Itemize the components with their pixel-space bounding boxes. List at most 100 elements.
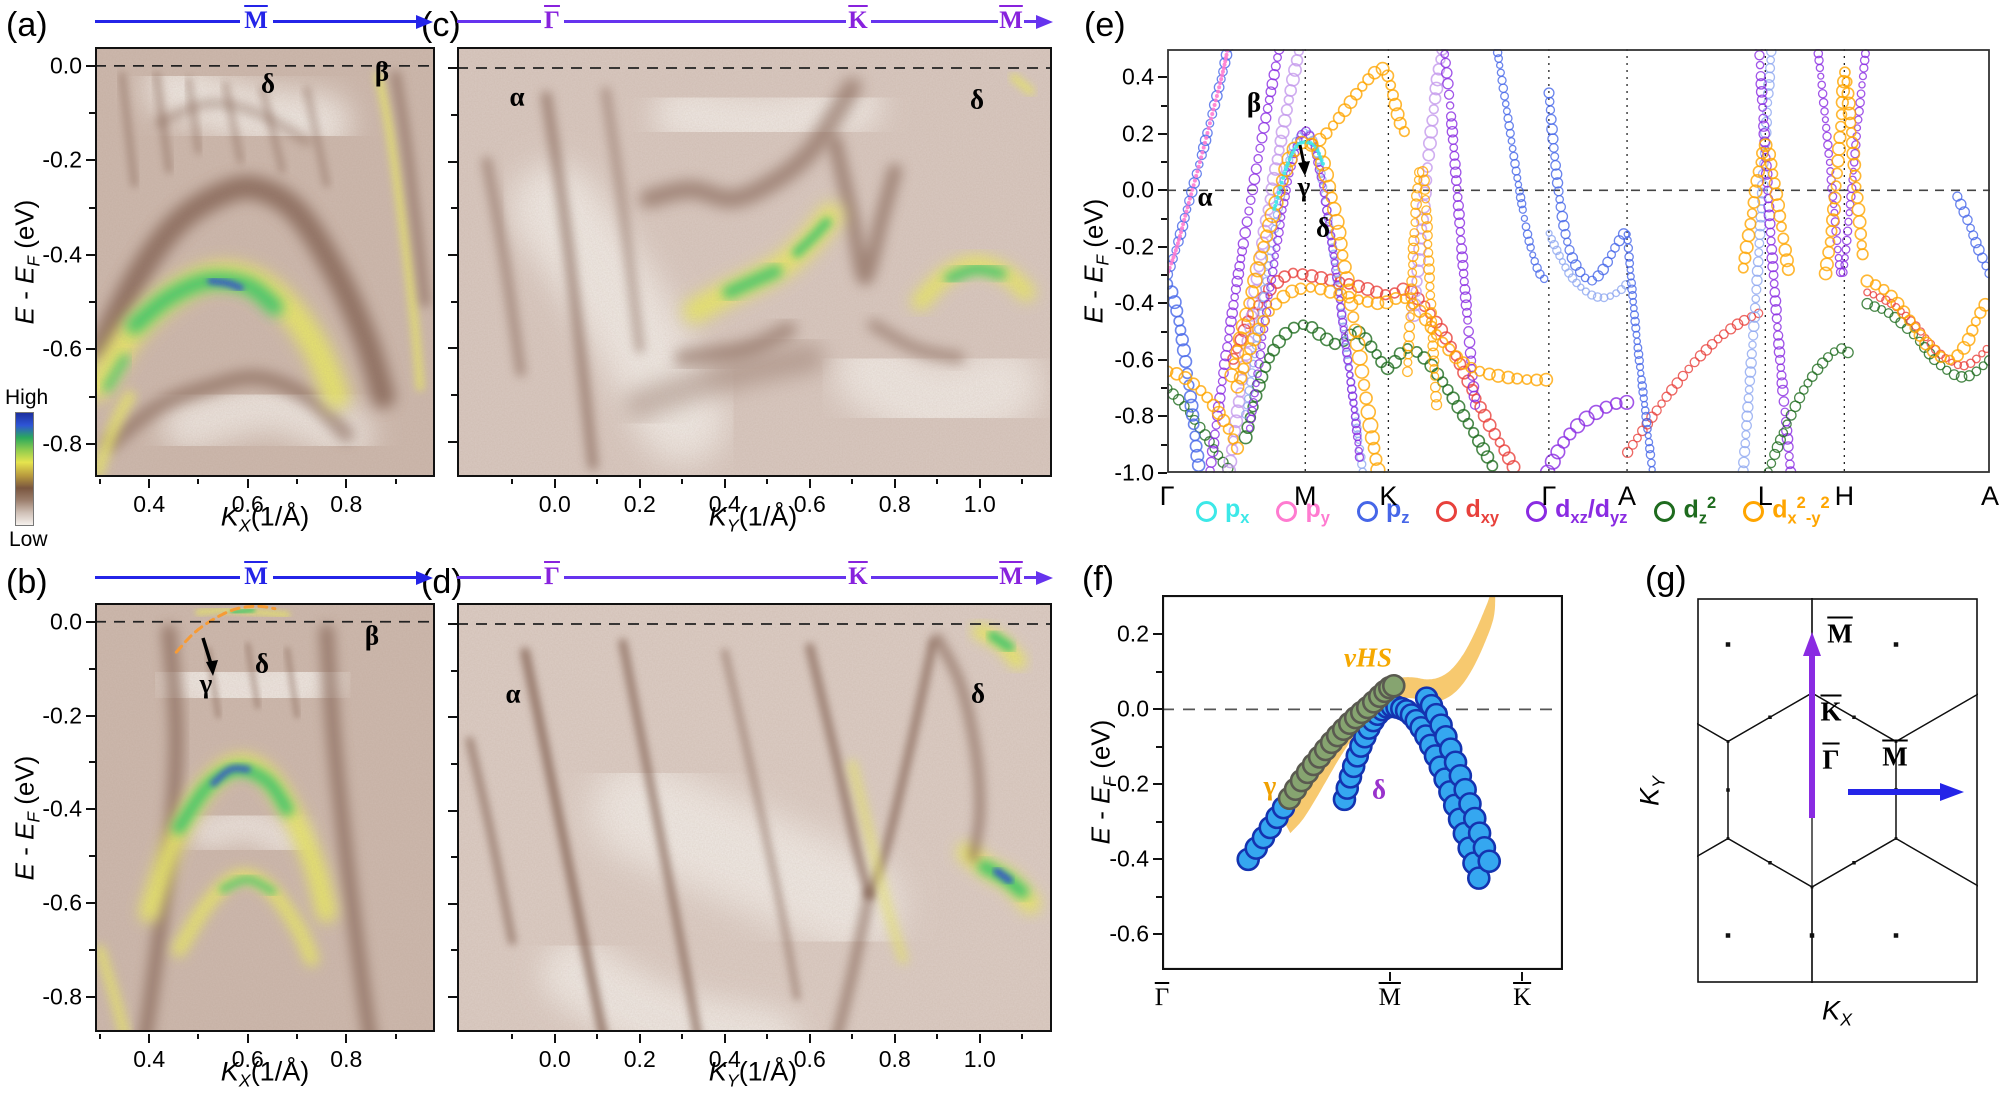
axis-tick	[681, 479, 684, 484]
gamma-band-label-b: γ	[199, 668, 213, 699]
arrow-head-icon	[416, 570, 433, 585]
axis-tick	[86, 620, 95, 623]
axis-tick	[148, 479, 151, 488]
axis-tick	[723, 1034, 726, 1043]
delta-band-label-a: δ	[260, 68, 276, 99]
tick-label: 0.8	[878, 1046, 911, 1072]
orbital-circle-icon	[1436, 500, 1458, 522]
tick-label: 0.8	[330, 491, 363, 517]
gamma-arrow-e	[1298, 144, 1310, 176]
axis-tick	[511, 479, 514, 484]
cut-point-label: M	[999, 563, 1023, 590]
legend-item: dz2	[1654, 494, 1716, 528]
tick-label: -1.0	[1114, 459, 1154, 486]
orbital-legend: px py pz dxy dxz/dyz dz2 dx2-y2	[1196, 494, 1857, 528]
alpha-band-label-e: α	[1197, 181, 1213, 212]
tick-label: -0.6	[1114, 346, 1154, 373]
kx-axis-label-b: KX(1/Å)	[220, 1056, 310, 1091]
axis-tick	[448, 253, 457, 256]
legend-item: dxz/dyz	[1526, 495, 1627, 528]
tick-label: Γ	[1154, 984, 1170, 1011]
axis-tick	[1161, 161, 1167, 164]
dft-band-structure	[1161, 37, 1995, 480]
gamma-arrow-b	[201, 637, 218, 676]
tick-label: -0.4	[1114, 289, 1154, 316]
tick-label: 1.0	[963, 1046, 996, 1072]
axis-tick	[1158, 358, 1167, 361]
cut-point-label: M	[999, 7, 1023, 34]
axis-tick	[246, 1034, 249, 1043]
ky-axis-label-g: KY	[1634, 776, 1669, 806]
tick-label: -0.6	[1109, 920, 1149, 947]
cut-point-label: Γ	[544, 7, 560, 34]
tick-label: -0.4	[42, 241, 82, 268]
axis-tick	[86, 253, 95, 256]
tick-label: -0.2	[42, 702, 82, 729]
kx-axis-label-g: KX	[1822, 995, 1852, 1030]
panel-g-tag: (g)	[1645, 560, 1687, 598]
axis-tick	[451, 394, 457, 397]
axis-tick	[451, 207, 457, 210]
tick-label: 0.2	[623, 491, 656, 517]
arrow-head-icon	[1036, 570, 1053, 585]
axis-tick	[86, 902, 95, 905]
alpha-band-label-d: α	[505, 678, 521, 709]
delta-band-label-f: δ	[1371, 774, 1387, 805]
axis-tick	[296, 1034, 299, 1039]
tick-label: -0.4	[1109, 845, 1149, 872]
vhs-label-f: vHS	[1343, 642, 1393, 673]
g-k-label: K	[1820, 696, 1842, 727]
axis-tick	[1161, 443, 1167, 446]
tick-label: K	[1379, 481, 1398, 511]
axis-tick	[98, 1034, 101, 1039]
axis-tick	[86, 714, 95, 717]
axis-tick	[89, 855, 95, 858]
beta-band-label-b: β	[364, 620, 380, 651]
axis-tick	[1156, 820, 1162, 823]
tick-label: 0.4	[1122, 63, 1154, 90]
tick-label: -0.2	[42, 146, 82, 173]
delta-band-label-b: δ	[254, 648, 270, 679]
legend-item: dxy	[1436, 495, 1499, 528]
orbital-circle-icon	[1654, 500, 1676, 522]
axis-tick	[148, 1034, 151, 1043]
beta-band-label-e: β	[1246, 87, 1262, 118]
tick-label: 0.8	[330, 1046, 363, 1072]
tick-label: 0.0	[1117, 695, 1149, 722]
axis-tick	[448, 160, 457, 163]
axis-tick	[345, 479, 348, 488]
axis-tick	[1161, 387, 1167, 390]
axis-tick	[86, 348, 95, 351]
orbital-circle-icon	[1196, 500, 1217, 522]
energy-axis-label-e: E - EF (eV)	[1078, 198, 1113, 324]
tick-label: 0.4	[708, 1046, 741, 1072]
gamma-band-label-f: γ	[1263, 770, 1277, 801]
axis-tick	[1156, 670, 1162, 673]
legend-item: px	[1196, 495, 1249, 528]
axis-tick	[1158, 472, 1167, 474]
tick-label: H	[1834, 481, 1855, 511]
axis-tick	[936, 479, 939, 484]
colorbar-high-label: High	[5, 386, 49, 409]
axis-tick	[1388, 972, 1391, 981]
axis-tick	[978, 1034, 981, 1043]
cut-point-label: M	[244, 7, 268, 34]
legend-item: pz	[1356, 495, 1409, 528]
tick-label: 0.0	[1122, 176, 1154, 203]
cut-point-label: K	[848, 7, 868, 34]
axis-tick	[86, 159, 95, 162]
ky-axis-label-d: KY(1/Å)	[708, 1056, 798, 1091]
axis-tick	[451, 669, 457, 672]
axis-tick	[1161, 217, 1167, 220]
axis-tick	[296, 479, 299, 484]
axis-tick	[448, 440, 457, 443]
axis-tick	[451, 300, 457, 303]
orbital-circle-icon	[1743, 500, 1765, 522]
cut-point-label: M	[244, 563, 268, 590]
axis-tick	[86, 64, 95, 67]
axis-tick	[1156, 895, 1162, 898]
energy-axis-label-a: E - EF (eV)	[9, 199, 44, 325]
tick-label: -0.8	[42, 430, 82, 457]
axis-tick	[1161, 104, 1167, 107]
axis-tick	[86, 442, 95, 445]
